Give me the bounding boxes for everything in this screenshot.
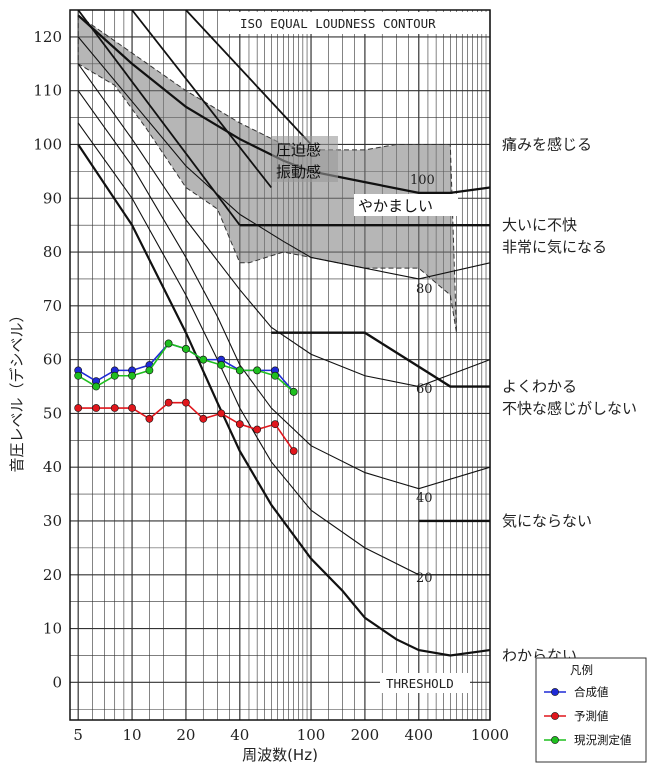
series-point <box>271 420 280 429</box>
series-point <box>235 366 244 375</box>
series-point <box>92 404 101 412</box>
series-point <box>182 398 190 407</box>
series-point <box>271 371 280 380</box>
pressure-label-bg <box>272 136 338 182</box>
legend-label: 現況測定値 <box>574 733 632 747</box>
y-tick-label: 100 <box>33 135 62 153</box>
contour-label-20: 20 <box>416 571 433 586</box>
y-tick-label: 90 <box>43 189 62 207</box>
right-label: 気にならない <box>502 512 592 530</box>
contour-line <box>77 9 241 226</box>
series-point <box>253 366 262 375</box>
contour-label-80: 80 <box>416 282 433 297</box>
noisy-label-bg <box>354 194 458 216</box>
y-tick-label: 80 <box>43 243 62 261</box>
x-tick-label: 40 <box>230 726 249 744</box>
right-label: 非常に気になる <box>502 238 607 256</box>
contour-line <box>131 9 273 189</box>
series-point <box>217 361 226 369</box>
step-lines <box>239 223 490 523</box>
y-tick-label: 70 <box>43 297 62 315</box>
chart-title: ISO EQUAL LOUDNESS CONTOUR <box>240 16 436 31</box>
y-tick-label: 20 <box>43 566 62 584</box>
series-point <box>128 371 136 380</box>
right-label: よくわかる <box>502 378 577 396</box>
y-tick-label: 50 <box>43 404 62 422</box>
series-point <box>74 371 83 380</box>
series-point <box>74 404 83 412</box>
plot-frame <box>69 9 491 721</box>
data-series <box>74 339 298 455</box>
title-box <box>226 12 488 34</box>
contour-line <box>77 143 491 657</box>
right-annotations: 痛みを感じる大いに不快非常に気になるよくわかる不快な感じがしない気にならないわか… <box>502 135 637 664</box>
x-axis-label: 周波数(Hz) <box>242 746 318 764</box>
legend-swatch-marker <box>551 712 559 720</box>
series-point <box>253 425 262 434</box>
threshold-label: THRESHOLD <box>386 676 454 691</box>
series-point <box>110 371 119 380</box>
y-tick-label: 40 <box>43 458 62 476</box>
legend-label: 予測値 <box>574 709 609 723</box>
y-tick-label: 30 <box>43 512 62 530</box>
series-point <box>92 382 101 391</box>
series-point <box>289 387 298 396</box>
contour-line <box>77 63 491 388</box>
contour-label-40: 40 <box>416 491 433 506</box>
x-tick-label: 200 <box>351 726 380 744</box>
series-point <box>182 344 190 353</box>
region-label-vibration: 振動感 <box>276 163 321 181</box>
x-tick-label: 10 <box>123 726 142 744</box>
x-tick-labels: 5 10 20 40 100 200 400 1000 <box>73 726 509 744</box>
y-tick-label: 60 <box>43 351 62 369</box>
x-tick-label: 5 <box>73 726 83 744</box>
series-point <box>199 414 208 423</box>
series-point <box>164 339 173 348</box>
region-label-pressure: 圧迫感 <box>276 141 321 159</box>
contour-label-100: 100 <box>410 173 435 188</box>
y-tick-label: 120 <box>33 28 62 46</box>
series-point <box>145 366 154 375</box>
step-line <box>271 331 490 388</box>
x-tick-label: 400 <box>404 726 433 744</box>
y-axis-label: 音圧レベル（デシベル） <box>8 307 26 472</box>
contour-line <box>77 90 491 490</box>
series-point <box>235 420 244 429</box>
contour-label-60: 60 <box>416 382 433 397</box>
shaded-region <box>77 14 458 333</box>
series-point <box>110 404 119 412</box>
series-point <box>145 414 154 423</box>
legend-swatch-marker <box>551 736 559 744</box>
x-tick-label: 20 <box>176 726 195 744</box>
contour-line <box>77 122 490 576</box>
right-label: 大いに不快 <box>502 216 577 234</box>
series-point <box>128 404 136 412</box>
contour-line <box>77 36 491 280</box>
y-tick-label: 110 <box>33 82 62 100</box>
shaded-area <box>77 14 458 333</box>
legend-box <box>535 657 647 763</box>
region-label-noisy: やかましい <box>358 197 433 215</box>
legend-swatch-marker <box>551 688 559 696</box>
x-tick-label: 1000 <box>471 726 509 744</box>
grid <box>70 9 491 720</box>
y-tick-label: 10 <box>43 620 62 638</box>
y-tick-label: 0 <box>52 673 62 691</box>
x-tick-label: 100 <box>297 726 326 744</box>
legend-label: 合成値 <box>574 685 609 699</box>
series-point <box>289 447 298 455</box>
right-label: 不快な感じがしない <box>502 400 637 418</box>
right-label: 痛みを感じる <box>502 135 592 153</box>
series-point <box>217 409 226 418</box>
contour-line <box>185 9 312 146</box>
series-point <box>199 355 208 364</box>
threshold-box <box>380 673 470 693</box>
series-point <box>164 398 173 407</box>
legend-title: 凡例 <box>570 663 593 677</box>
